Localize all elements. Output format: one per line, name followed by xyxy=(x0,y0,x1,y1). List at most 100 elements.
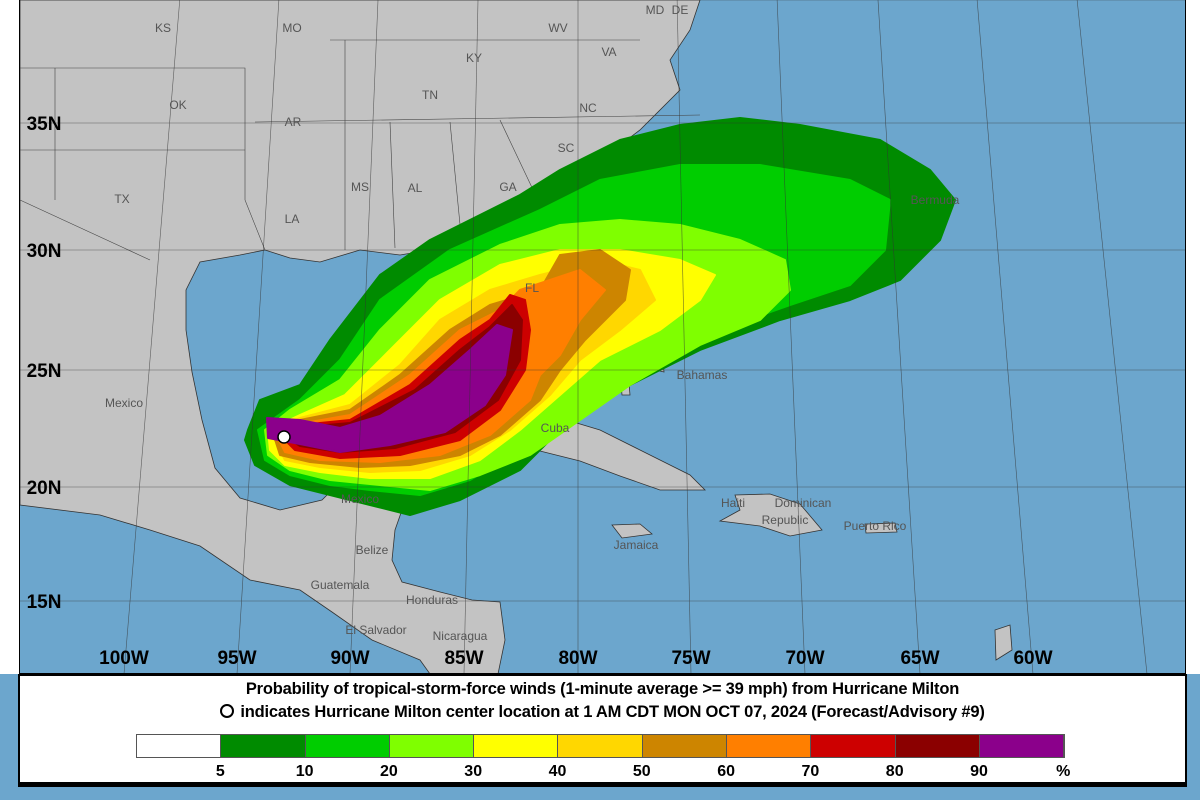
probability-band-90pct xyxy=(266,324,513,453)
axis-labels: 35N 30N 25N 20N 15N 100W 95W 90W 85W 80W 75W 70W 65W… xyxy=(27,114,1053,669)
longitude-line xyxy=(877,0,921,675)
place-label-tn: TN xyxy=(422,88,438,102)
place-label-md: MD xyxy=(646,3,665,17)
place-label-mexico1: Mexico xyxy=(105,396,143,410)
storm-center-icon xyxy=(277,430,291,444)
south-america-islands-land xyxy=(994,624,1013,661)
scale-tick-label: 90 xyxy=(970,763,988,780)
place-label-dominican: Dominican xyxy=(775,496,832,510)
place-label-sc: SC xyxy=(558,141,575,155)
scale-tick-label: 40 xyxy=(548,763,567,780)
longitude-label: 100W xyxy=(99,648,149,669)
longitude-line xyxy=(463,0,479,675)
place-label-wv: WV xyxy=(548,21,567,35)
scale-tick-label: 70 xyxy=(801,763,820,780)
latitude-label: 15N xyxy=(27,592,62,613)
place-label-va: VA xyxy=(601,45,616,59)
latitude-label: 30N xyxy=(27,241,62,262)
longitude-line xyxy=(349,0,379,675)
place-label-fl: FL xyxy=(525,281,539,295)
probability-bands xyxy=(244,117,956,516)
scale-tick-label: 80 xyxy=(885,763,904,780)
scale-bin-0 xyxy=(137,735,222,757)
legend-subtitle-text: indicates Hurricane Milton center locati… xyxy=(240,703,985,721)
place-label-ky: KY xyxy=(466,51,482,65)
left-margin xyxy=(0,0,19,674)
jamaica-land xyxy=(611,523,653,539)
place-label-al: AL xyxy=(408,181,423,195)
longitude-line xyxy=(676,0,692,675)
place-label-guatemala: Guatemala xyxy=(311,578,370,592)
longitude-label: 70W xyxy=(785,648,824,669)
scale-bin-1 xyxy=(221,735,306,757)
longitude-label: 85W xyxy=(444,648,483,669)
longitude-line xyxy=(1076,0,1148,675)
scale-tick-label: 20 xyxy=(379,763,398,780)
scale-bin-5 xyxy=(558,735,643,757)
place-label-republic: Republic xyxy=(762,513,809,527)
place-label-el-salvador: El Salvador xyxy=(345,623,406,637)
longitude-label: 80W xyxy=(558,648,597,669)
place-label-puerto-rico: Puerto Rico xyxy=(844,519,907,533)
scale-bin-3 xyxy=(389,735,475,757)
scale-bin-2 xyxy=(305,735,390,757)
longitude-line xyxy=(236,0,280,675)
place-label-belize: Belize xyxy=(356,543,389,557)
center-location-icon xyxy=(220,704,235,718)
place-label-honduras: Honduras xyxy=(406,593,458,607)
place-label-haiti: Haiti xyxy=(721,496,745,510)
place-label-jamaica: Jamaica xyxy=(614,538,659,552)
color-scale xyxy=(136,734,1066,758)
scale-tick-label: 30 xyxy=(464,763,483,780)
longitude-label: 95W xyxy=(217,648,256,669)
place-label-tx: TX xyxy=(114,192,129,206)
place-label-la: LA xyxy=(285,212,300,226)
longitude-line xyxy=(976,0,1034,675)
longitude-line xyxy=(123,0,181,675)
place-label-ar: AR xyxy=(285,115,302,129)
latitude-label: 20N xyxy=(27,478,62,499)
hispaniola-land xyxy=(718,493,823,537)
border-line xyxy=(389,121,396,249)
puerto-rico-land xyxy=(864,522,898,534)
scale-tick-label: 60 xyxy=(717,763,735,780)
place-label-ga: GA xyxy=(499,180,516,194)
scale-bin-7 xyxy=(727,735,812,757)
right-margin xyxy=(1186,0,1200,674)
scale-tick-label: 50 xyxy=(632,763,651,780)
border-line xyxy=(254,114,701,123)
place-label-ok: OK xyxy=(169,98,186,112)
place-label-mo: MO xyxy=(282,21,301,35)
place-label-nicaragua: Nicaragua xyxy=(433,629,488,643)
longitude-label: 60W xyxy=(1013,648,1052,669)
scale-tick-label: 5 xyxy=(215,763,225,780)
legend-subtitle: indicates Hurricane Milton center locati… xyxy=(20,703,1185,722)
longitude-line xyxy=(776,0,806,675)
longitude-label: 75W xyxy=(671,648,710,669)
scale-bin-8 xyxy=(811,735,896,757)
place-label-mexico2: Mexico xyxy=(341,492,379,506)
scale-bin-4 xyxy=(474,735,559,757)
scale-bin-10 xyxy=(979,735,1065,757)
place-label-ms: MS xyxy=(351,180,369,194)
longitude-label: 90W xyxy=(330,648,369,669)
scale-tick-label: 10 xyxy=(295,763,314,780)
scale-tick-label: % xyxy=(1056,763,1071,780)
place-label-ks: KS xyxy=(155,21,171,35)
lat-lon-grid xyxy=(19,0,1186,675)
place-label-bahamas: Bahamas xyxy=(677,368,728,382)
place-labels: KS MO KY WV VA MD DE OK AR TN NC SC MS AL GA TX LA FL Mexi… xyxy=(105,3,960,643)
latitude-label: 35N xyxy=(27,114,62,135)
border-line xyxy=(20,67,266,251)
longitude-label: 65W xyxy=(900,648,939,669)
legend-title: Probability of tropical-storm-force wind… xyxy=(245,680,960,698)
place-label-nc: NC xyxy=(579,101,597,115)
scale-bin-9 xyxy=(895,735,980,757)
place-label-bermuda: Bermuda xyxy=(911,193,960,207)
latitude-label: 25N xyxy=(27,361,62,382)
place-label-de: DE xyxy=(672,3,689,17)
legend: Probability of tropical-storm-force wind… xyxy=(18,674,1187,784)
place-label-cuba: Cuba xyxy=(541,421,570,435)
scale-bin-6 xyxy=(642,735,728,757)
